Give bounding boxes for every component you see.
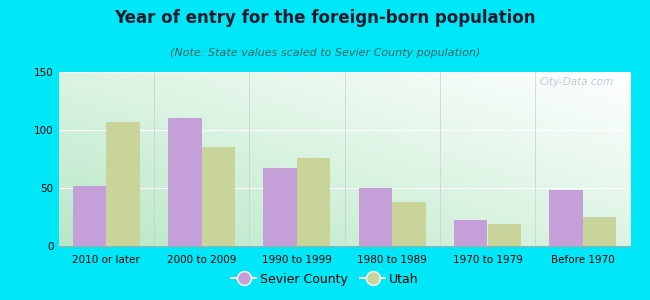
Bar <box>168 118 202 246</box>
Legend: Sevier County, Utah: Sevier County, Utah <box>226 268 424 291</box>
Bar <box>583 217 616 246</box>
Text: City-Data.com: City-Data.com <box>540 77 614 87</box>
Bar <box>392 202 426 246</box>
Bar <box>106 122 140 246</box>
Bar <box>202 147 235 246</box>
Text: (Note: State values scaled to Sevier County population): (Note: State values scaled to Sevier Cou… <box>170 48 480 58</box>
Bar <box>297 158 330 246</box>
Bar <box>488 224 521 246</box>
Bar <box>359 188 392 246</box>
Bar <box>73 186 106 246</box>
Bar <box>263 168 297 246</box>
Text: Year of entry for the foreign-born population: Year of entry for the foreign-born popul… <box>114 9 536 27</box>
Bar <box>549 190 583 246</box>
Bar <box>454 220 488 246</box>
